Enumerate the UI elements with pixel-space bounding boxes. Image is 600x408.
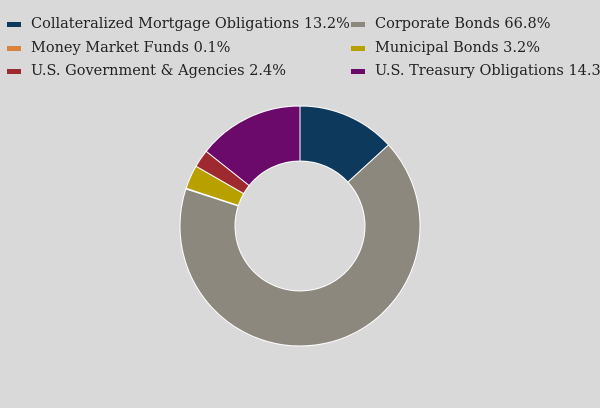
legend-item-money-market-funds: Money Market Funds 0.1% — [0, 38, 230, 58]
legend-item-us-treasury-obligations: U.S. Treasury Obligations 14.3% — [344, 61, 600, 81]
legend-value-municipal-bonds: 3.2% — [503, 40, 540, 56]
legend-item-municipal-bonds: Municipal Bonds 3.2% — [344, 38, 540, 58]
legend-swatch-corporate-bonds — [351, 21, 365, 27]
donut-slice-corporate-bonds — [179, 144, 421, 347]
chart-legend: Collateralized Mortgage Obligations 13.2… — [0, 0, 600, 90]
legend-label-corporate-bonds: Corporate Bonds — [375, 16, 500, 32]
legend-value-us-government-agencies: 2.4% — [249, 63, 287, 79]
donut-slice-us-treasury-obligations — [205, 105, 301, 187]
legend-value-us-treasury-obligations: 14.3% — [568, 63, 600, 79]
legend-item-us-government-agencies: U.S. Government & Agencies 2.4% — [0, 61, 286, 81]
legend-value-collateralized-mortgage-obligations: 13.2% — [303, 16, 350, 32]
legend-swatch-money-market-funds — [7, 45, 21, 51]
legend-swatch-us-treasury-obligations — [351, 68, 365, 74]
legend-item-collateralized-mortgage-obligations: Collateralized Mortgage Obligations 13.2… — [0, 14, 350, 34]
legend-swatch-collateralized-mortgage-obligations — [7, 21, 21, 27]
legend-label-municipal-bonds: Municipal Bonds — [375, 40, 499, 56]
legend-label-us-government-agencies: U.S. Government & Agencies — [31, 63, 245, 79]
legend-value-money-market-funds: 0.1% — [193, 40, 231, 56]
legend-label-collateralized-mortgage-obligations: Collateralized Mortgage Obligations — [31, 16, 300, 32]
legend-swatch-municipal-bonds — [351, 45, 365, 51]
legend-swatch-us-government-agencies — [7, 68, 21, 74]
legend-item-corporate-bonds: Corporate Bonds 66.8% — [344, 14, 551, 34]
legend-label-money-market-funds: Money Market Funds — [31, 40, 189, 56]
legend-value-corporate-bonds: 66.8% — [504, 16, 551, 32]
legend-label-us-treasury-obligations: U.S. Treasury Obligations — [375, 63, 564, 79]
